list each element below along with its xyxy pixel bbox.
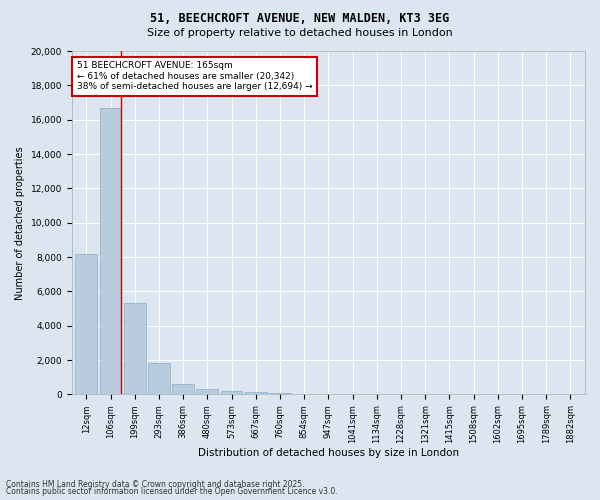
Bar	[124, 302, 146, 394]
Bar	[221, 391, 242, 394]
Text: 51 BEECHCROFT AVENUE: 165sqm
← 61% of detached houses are smaller (20,342)
38% o: 51 BEECHCROFT AVENUE: 165sqm ← 61% of de…	[77, 62, 313, 91]
Bar	[196, 389, 218, 394]
Bar	[245, 392, 266, 394]
Text: 51, BEECHCROFT AVENUE, NEW MALDEN, KT3 3EG: 51, BEECHCROFT AVENUE, NEW MALDEN, KT3 3…	[151, 12, 449, 26]
Text: Contains public sector information licensed under the Open Government Licence v3: Contains public sector information licen…	[6, 487, 338, 496]
Text: Contains HM Land Registry data © Crown copyright and database right 2025.: Contains HM Land Registry data © Crown c…	[6, 480, 305, 489]
Bar	[269, 393, 291, 394]
Bar	[76, 254, 97, 394]
Bar	[148, 362, 170, 394]
X-axis label: Distribution of detached houses by size in London: Distribution of detached houses by size …	[198, 448, 459, 458]
Bar	[100, 108, 121, 395]
Bar	[172, 384, 194, 394]
Y-axis label: Number of detached properties: Number of detached properties	[15, 146, 25, 300]
Text: Size of property relative to detached houses in London: Size of property relative to detached ho…	[147, 28, 453, 38]
